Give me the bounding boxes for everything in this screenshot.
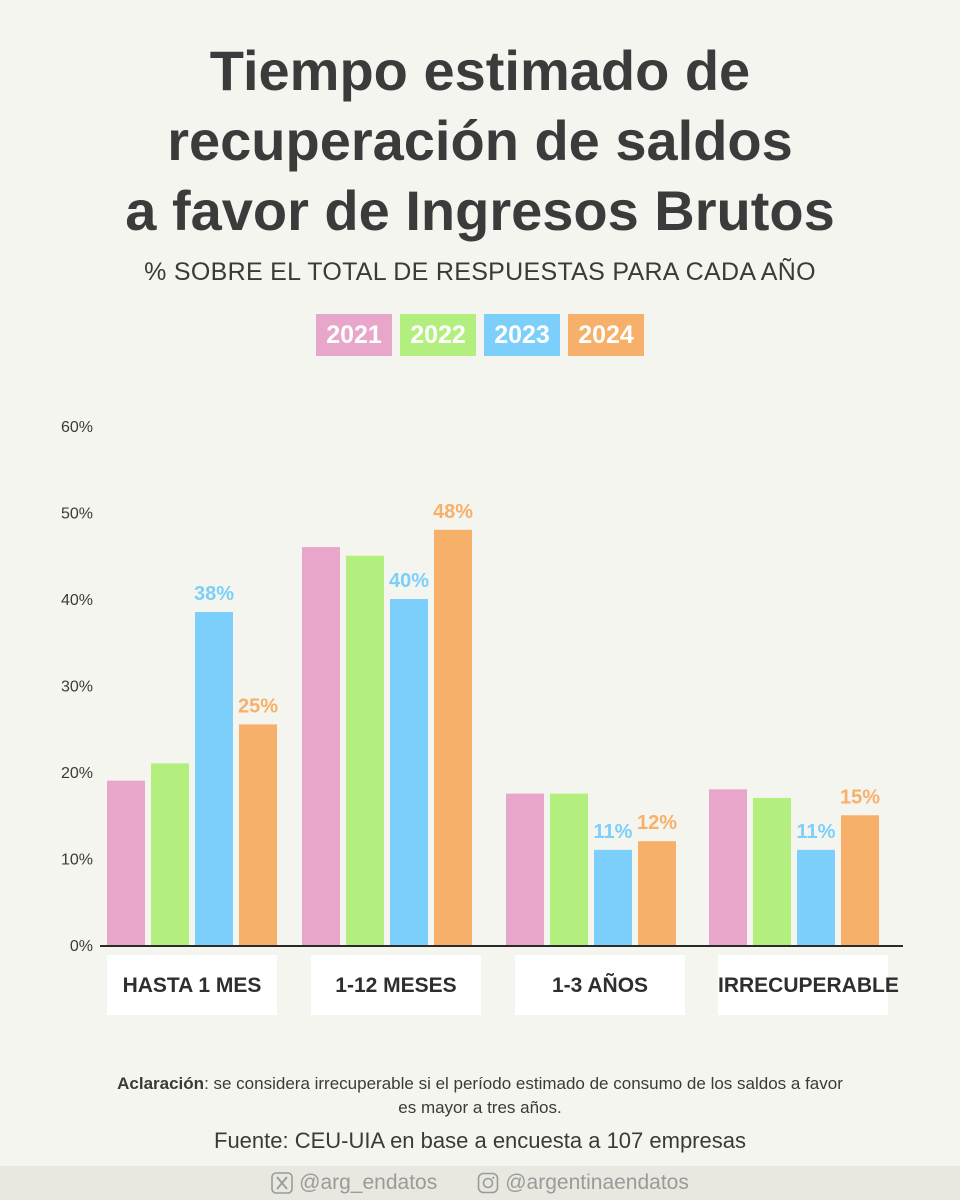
bar-2024-0 — [239, 724, 277, 945]
instagram-handle-text: @argentinaendatos — [505, 1171, 689, 1194]
instagram-handle[interactable]: @argentinaendatos — [477, 1171, 689, 1195]
legend-item-2021: 2021 — [316, 314, 392, 356]
chart-subtitle: % SOBRE EL TOTAL DE RESPUESTAS PARA CADA… — [144, 258, 816, 286]
data-label-2023-0: 38% — [194, 583, 234, 605]
chart-title-line-1: Tiempo estimado de — [209, 39, 751, 102]
legend-item-2024: 2024 — [568, 314, 644, 356]
y-tick-label: 60% — [61, 419, 93, 436]
data-label-2024-3: 15% — [840, 786, 880, 808]
y-tick-label: 20% — [61, 765, 93, 782]
bar-2023-3 — [797, 849, 835, 945]
bar-2023-0 — [195, 611, 233, 945]
instagram-icon — [477, 1172, 499, 1194]
legend-item-2022: 2022 — [400, 314, 476, 356]
category-label-hasta-1-mes: HASTA 1 MES — [107, 955, 277, 1015]
x-twitter-icon — [271, 1172, 293, 1194]
bar-2023-2 — [594, 849, 632, 945]
bar-2022-0 — [151, 763, 189, 945]
y-tick-label: 50% — [61, 506, 93, 523]
y-tick-label: 40% — [61, 592, 93, 609]
bar-2023-1 — [390, 599, 428, 945]
bar-chart: 0% 10% 20% 30% 40% 50% 60% 38% 40% 11% 11% 25% 48% 12… — [61, 419, 903, 955]
y-tick-label: 30% — [61, 679, 93, 696]
bar-2022-2 — [550, 793, 588, 945]
bar-2021-3 — [709, 789, 747, 945]
clarification-note-label: Aclaración — [117, 1074, 205, 1093]
clarification-note-text: : se considera irrecuperable si el perío… — [204, 1074, 843, 1117]
bar-2021-1 — [302, 547, 340, 945]
source-text: Fuente: CEU-UIA en base a encuesta a 107… — [214, 1128, 746, 1153]
data-label-2023-2: 11% — [594, 821, 633, 843]
y-tick-label: 0% — [70, 938, 93, 955]
data-label-2024-1: 48% — [433, 501, 473, 523]
chart-title-line-3: a favor de Ingresos Brutos — [125, 179, 835, 242]
legend-item-2023: 2023 — [484, 314, 560, 356]
clarification-note: Aclaración: se considera irrecuperable s… — [110, 1072, 850, 1120]
data-label-2023-1: 40% — [389, 570, 429, 592]
data-label-2024-0: 25% — [238, 695, 278, 717]
chart-title-line-2: recuperación de saldos — [167, 109, 793, 172]
bar-2024-2 — [638, 841, 676, 945]
category-label-1-12-meses: 1-12 MESES — [311, 955, 481, 1015]
twitter-handle[interactable]: @arg_endatos — [271, 1171, 437, 1195]
twitter-handle-text: @arg_endatos — [299, 1171, 438, 1194]
category-label-irrecuperable: IRRECUPERABLE — [718, 955, 899, 1015]
bar-2024-1 — [434, 529, 472, 945]
data-label-2023-3: 11% — [797, 821, 836, 843]
y-tick-label: 10% — [61, 852, 93, 869]
category-label-1-3-anos: 1-3 AÑOS — [515, 955, 685, 1015]
bar-2022-1 — [346, 555, 384, 945]
bar-2021-0 — [107, 780, 145, 945]
legend: 2021 2022 2023 2024 — [0, 314, 960, 356]
footer-bar: @arg_endatos @argentinaendatos — [0, 1166, 960, 1200]
bar-2022-3 — [753, 797, 791, 945]
bar-2024-3 — [841, 815, 879, 945]
bar-2021-2 — [506, 793, 544, 945]
chart-title: Tiempo estimado de recuperación de saldo… — [0, 36, 960, 246]
data-label-2024-2: 12% — [637, 812, 677, 834]
